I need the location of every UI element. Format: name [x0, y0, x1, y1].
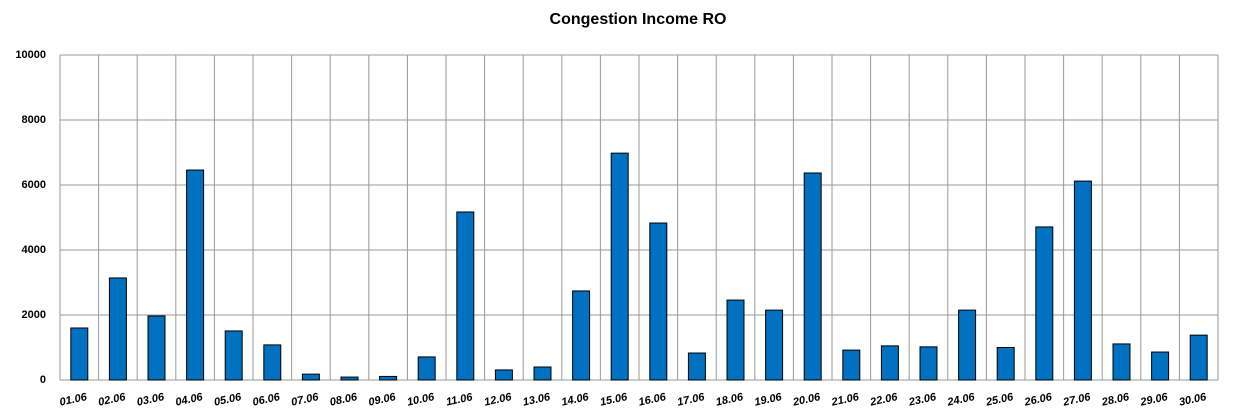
bar [108, 277, 127, 381]
bar [379, 375, 398, 381]
x-tick-label: 04.06 [174, 391, 204, 409]
x-tick-label: 11.06 [445, 391, 474, 408]
x-tick-label: 23.06 [907, 391, 938, 409]
x-tick-label: 22.06 [868, 391, 899, 409]
bar [880, 345, 899, 381]
x-tick-label: 02.06 [97, 391, 127, 409]
bar [1035, 226, 1054, 381]
chart-title: Congestion Income RO [550, 11, 727, 28]
y-tick-label: 4000 [22, 244, 46, 256]
x-tick-label: 15.06 [599, 391, 629, 409]
bar [649, 222, 668, 381]
bar [494, 369, 513, 381]
x-tick-label: 09.06 [367, 391, 397, 409]
x-tick-label: 03.06 [136, 391, 166, 409]
bar [610, 152, 629, 381]
bar [417, 356, 436, 381]
bar [919, 346, 938, 381]
x-tick-label: 21.06 [830, 391, 861, 409]
bar [1112, 343, 1131, 381]
bar [533, 366, 552, 381]
x-tick-label: 07.06 [290, 391, 320, 409]
bar [572, 290, 591, 381]
x-tick-label: 17.06 [676, 391, 706, 409]
bar [765, 309, 784, 381]
bar [340, 376, 359, 381]
x-tick-label: 20.06 [791, 391, 822, 409]
bar [70, 327, 89, 381]
y-tick-label: 10000 [15, 49, 46, 61]
x-tick-label: 30.06 [1178, 391, 1208, 409]
y-tick-label: 0 [40, 374, 46, 386]
bar [301, 373, 320, 381]
bar [842, 349, 861, 381]
x-tick-label: 25.06 [984, 391, 1015, 409]
y-tick-label: 8000 [22, 114, 46, 126]
bar [958, 309, 977, 381]
bar [1073, 180, 1092, 381]
x-tick-label: 06.06 [252, 391, 282, 409]
x-tick-label: 08.06 [329, 391, 359, 409]
bar [186, 169, 205, 381]
bar [456, 211, 475, 381]
x-tick-label: 14.06 [560, 391, 590, 409]
x-tick-label: 19.06 [753, 391, 783, 409]
y-tick-label: 6000 [22, 179, 46, 191]
bar [803, 172, 822, 381]
x-tick-label: 12.06 [483, 391, 513, 409]
y-tick-label: 2000 [22, 309, 46, 321]
bar [224, 330, 243, 381]
bar [1189, 334, 1208, 381]
bar [687, 352, 706, 381]
x-tick-label: 26.06 [1023, 391, 1054, 409]
x-tick-label: 01.06 [59, 391, 89, 409]
x-tick-label: 18.06 [715, 391, 745, 409]
x-tick-label: 24.06 [945, 391, 976, 409]
x-tick-label: 29.06 [1138, 391, 1169, 409]
bar [726, 299, 745, 381]
x-tick-label: 27.06 [1061, 391, 1092, 409]
x-tick-label: 28.06 [1100, 391, 1131, 409]
x-tick-label: 13.06 [522, 391, 552, 409]
bar [996, 347, 1015, 381]
x-tick-label: 05.06 [213, 391, 243, 409]
bar [1151, 351, 1170, 381]
x-tick-label: 10.06 [406, 391, 436, 409]
x-tick-label: 16.06 [638, 391, 668, 409]
bar [147, 315, 166, 381]
bar [263, 344, 282, 381]
